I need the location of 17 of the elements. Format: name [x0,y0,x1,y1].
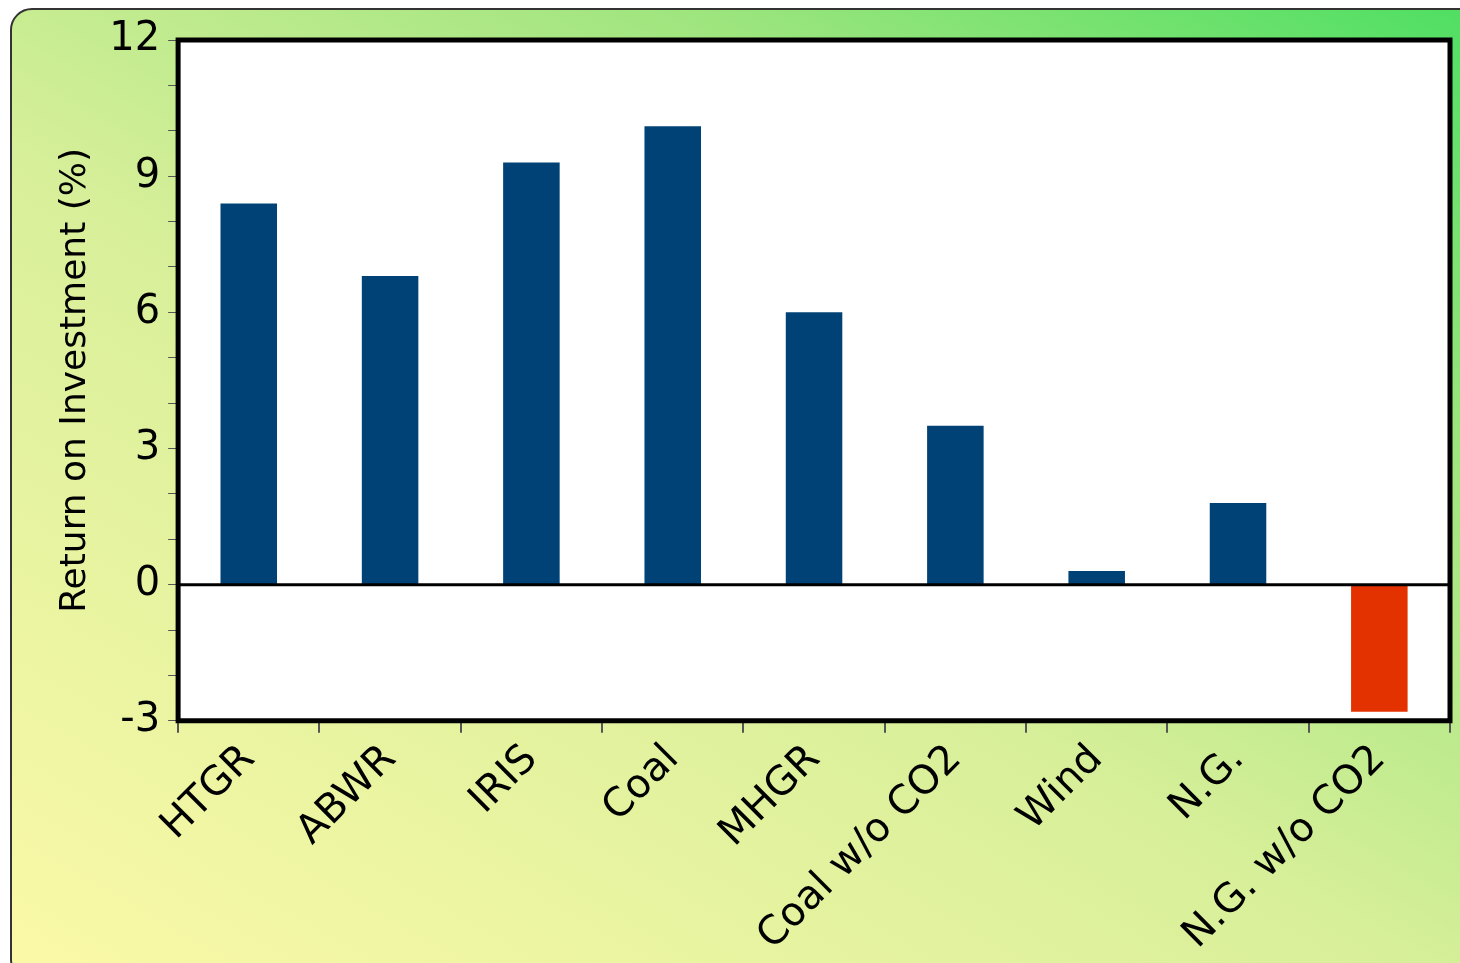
y-tick-label: 3 [134,421,161,468]
bar [503,162,560,585]
y-tick-label: 0 [134,558,161,605]
y-axis-title: Return on Investment (%) [51,148,93,613]
y-tick-label: -3 [120,694,161,741]
bar [927,425,984,585]
bar [1209,502,1267,585]
bar [1068,571,1125,585]
bar [1351,585,1408,712]
bar [785,312,843,585]
bar [220,203,278,585]
x-tick-label: N.G. [1158,734,1252,828]
y-tick-label: 9 [134,149,161,196]
bar [644,126,701,585]
y-tick-label: 12 [109,13,161,60]
y-tick-label: 6 [134,285,161,332]
bar [361,276,419,585]
